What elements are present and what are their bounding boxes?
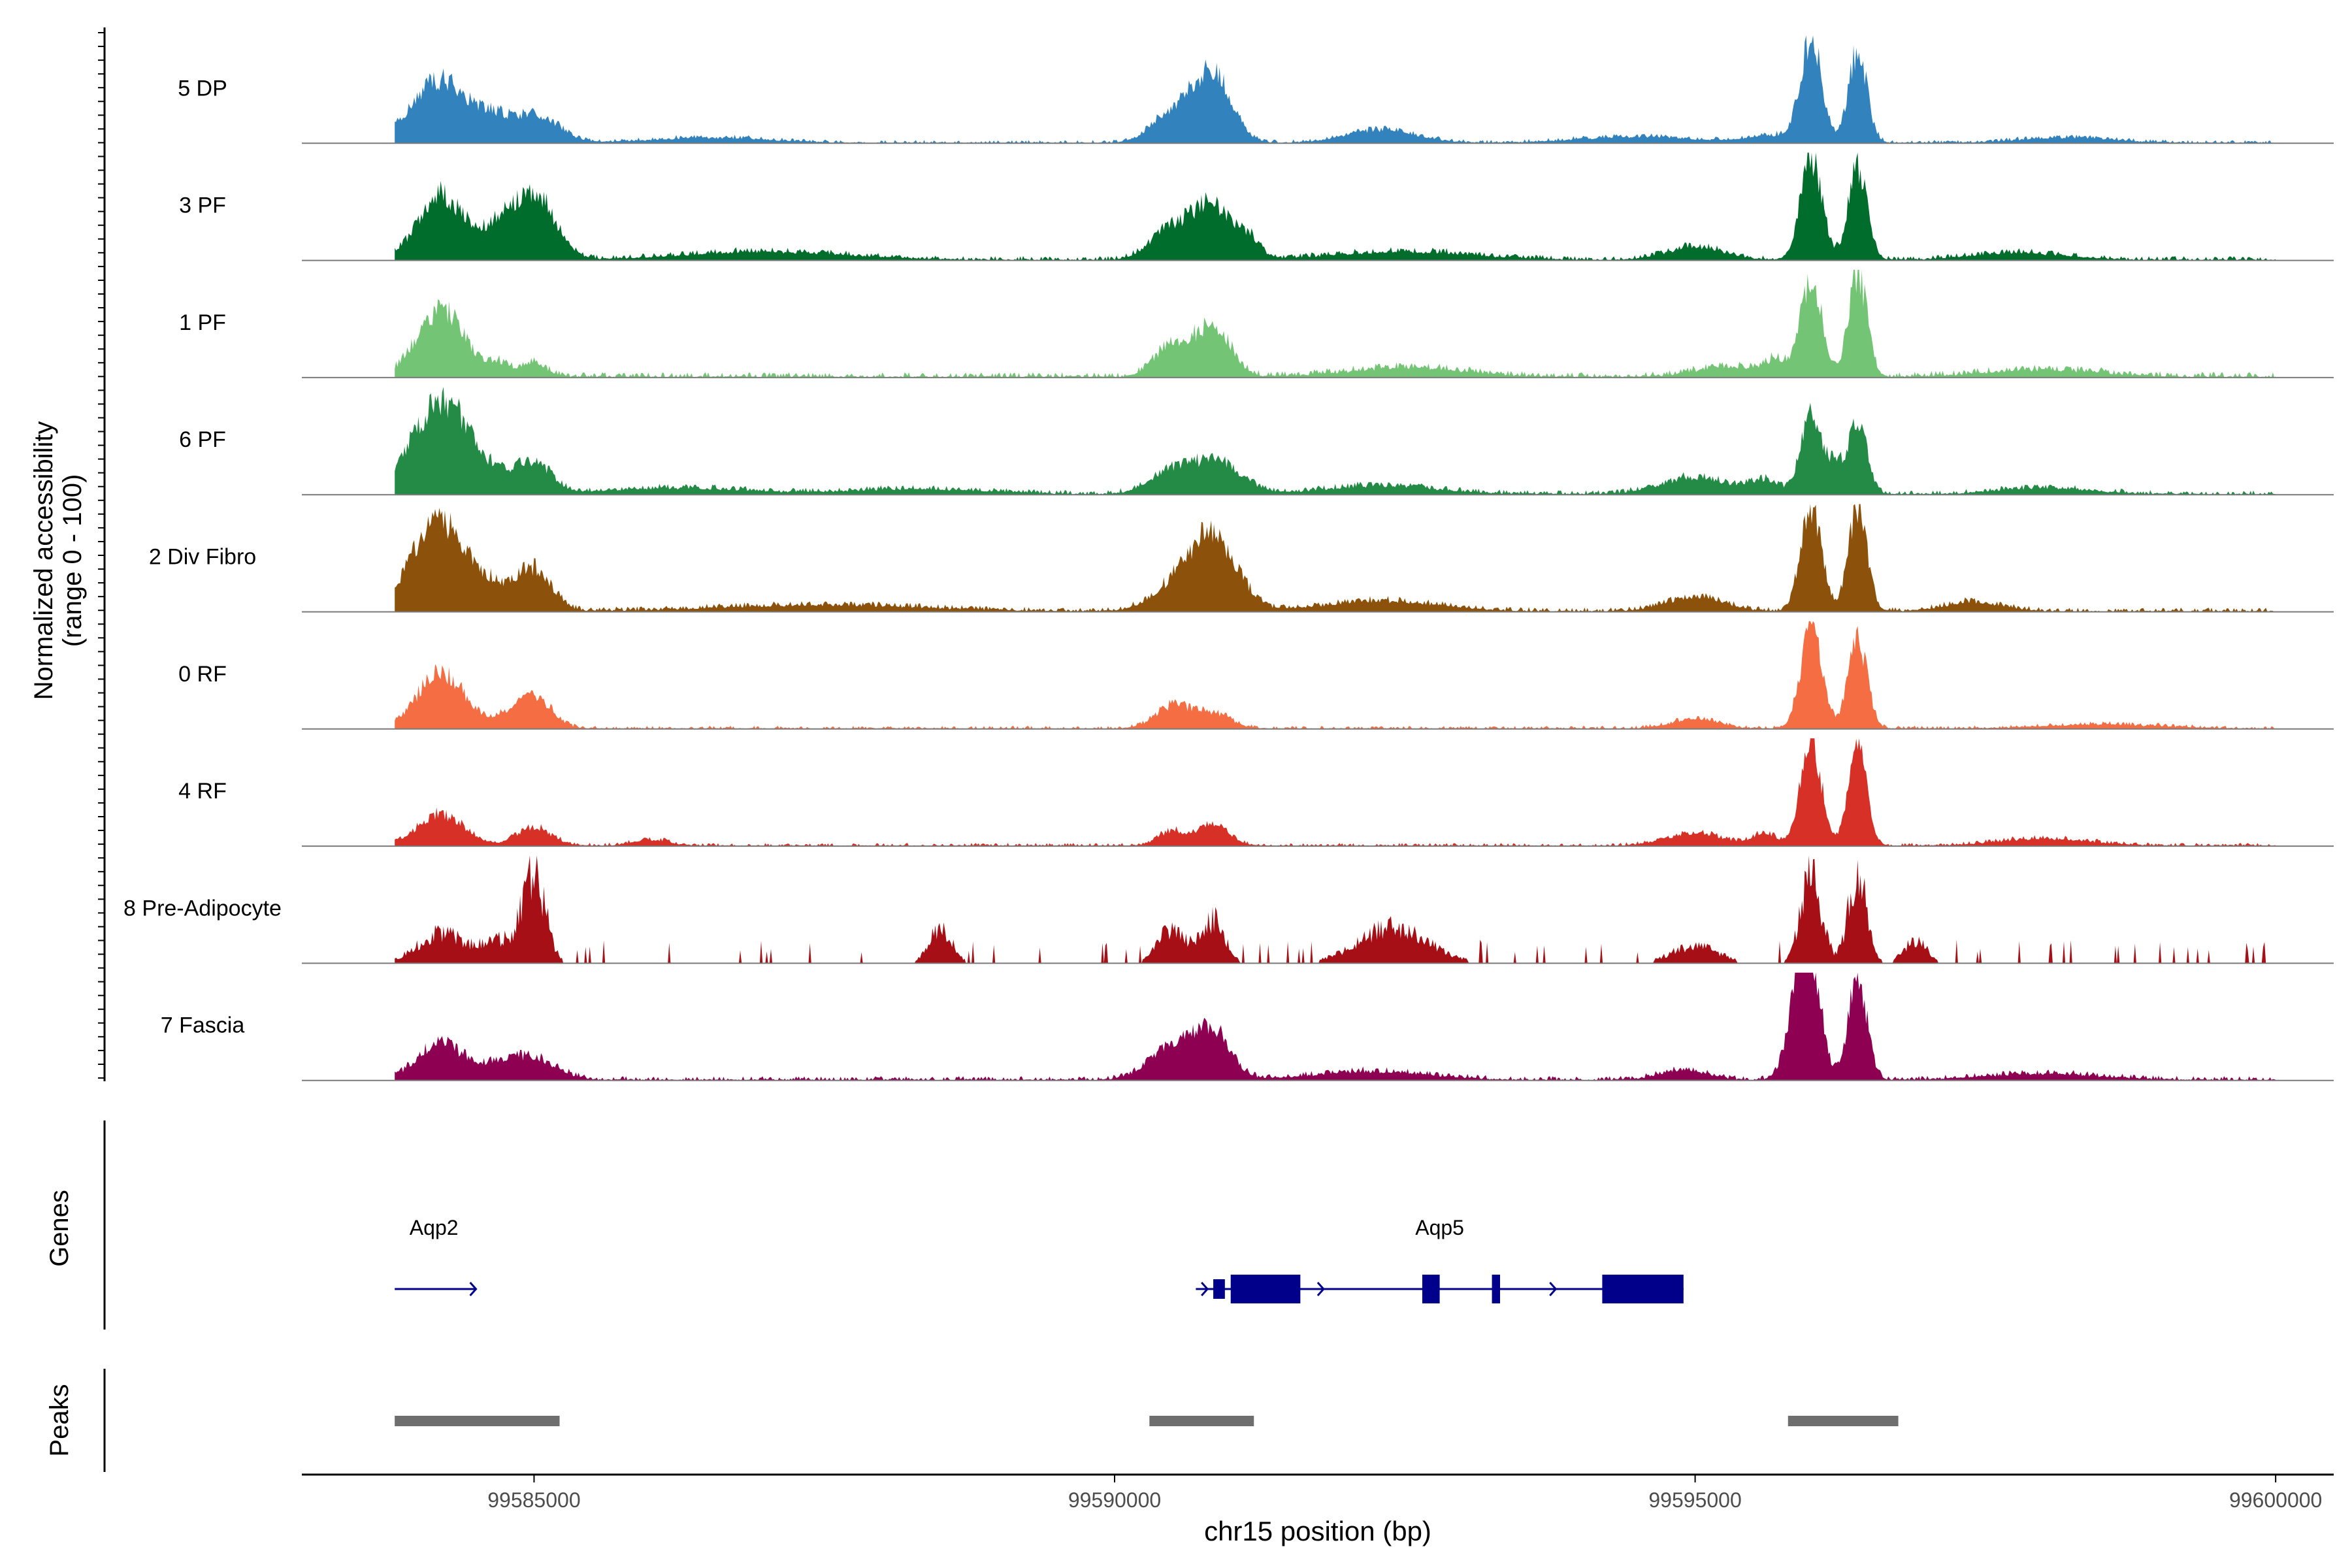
x-tick-label: 99595000 <box>1648 1488 1741 1512</box>
track-area <box>395 621 2276 729</box>
track-5: 0 RF <box>178 621 2334 730</box>
track-area <box>395 269 2276 378</box>
track-label: 8 Pre-Adipocyte <box>123 896 282 921</box>
peak-region <box>1149 1416 1254 1426</box>
track-area <box>395 972 2276 1081</box>
strand-arrow-icon <box>1549 1281 1558 1297</box>
track-1: 3 PF <box>179 152 2334 261</box>
strand-arrow-icon <box>1316 1281 1325 1297</box>
gene-Aqp2: Aqp2 <box>395 1216 478 1297</box>
strand-arrow-icon <box>469 1281 478 1297</box>
track-area <box>395 738 2276 847</box>
exon-block <box>1230 1275 1301 1303</box>
track-2: 1 PF <box>179 269 2334 378</box>
track-4: 2 Div Fibro <box>149 504 2334 613</box>
exon-block <box>1422 1275 1440 1303</box>
track-7: 8 Pre-Adipocyte <box>123 855 2334 964</box>
track-area <box>395 152 2276 261</box>
track-label: 3 PF <box>179 193 226 218</box>
track-label: 0 RF <box>178 662 227 687</box>
track-area <box>395 35 2276 144</box>
strand-arrow-icon <box>1201 1281 1209 1297</box>
track-8: 7 Fascia <box>161 972 2334 1081</box>
peak-region <box>395 1416 560 1426</box>
left-axis <box>98 27 106 1472</box>
track-label: 7 Fascia <box>161 1013 245 1038</box>
peaks-panel <box>395 1416 1899 1426</box>
x-tick-label: 99590000 <box>1068 1488 1161 1512</box>
track-label: 6 PF <box>179 427 226 452</box>
gene-label: Aqp5 <box>1415 1216 1464 1239</box>
peak-region <box>1788 1416 1899 1426</box>
gene-Aqp5: Aqp5 <box>1196 1216 1684 1303</box>
track-label: 1 PF <box>179 310 226 335</box>
exon-block <box>1213 1279 1225 1299</box>
x-axis-title: chr15 position (bp) <box>1204 1516 1431 1546</box>
track-label: 4 RF <box>178 779 227 804</box>
genes-panel-label: Genes <box>45 1190 74 1267</box>
y-axis-label-range: (range 0 - 100) <box>58 474 87 647</box>
x-tick-label: 99600000 <box>2229 1488 2322 1512</box>
exon-block <box>1492 1275 1501 1303</box>
track-label: 5 DP <box>178 76 227 101</box>
track-3: 6 PF <box>179 387 2334 496</box>
gene-label: Aqp2 <box>410 1216 459 1239</box>
track-label: 2 Div Fibro <box>149 545 256 570</box>
x-axis: 99585000 99590000 99595000 99600000 <box>302 1473 2334 1512</box>
peaks-panel-label: Peaks <box>45 1384 74 1456</box>
exon-block <box>1602 1275 1684 1303</box>
y-axis-label: Normalized accessibility <box>29 421 58 700</box>
x-tick-label: 99585000 <box>487 1488 580 1512</box>
track-area <box>395 855 2276 964</box>
genes-panel: Aqp2 Aqp5 <box>395 1216 1684 1303</box>
track-0: 5 DP <box>178 35 2334 144</box>
coverage-tracks: 5 DP 3 PF 1 PF 6 PF 2 Div Fibro 0 RF 4 RF 8 Pre… <box>123 35 2334 1081</box>
track-area <box>395 387 2276 495</box>
track-6: 4 RF <box>178 738 2334 847</box>
track-area <box>395 504 2276 612</box>
